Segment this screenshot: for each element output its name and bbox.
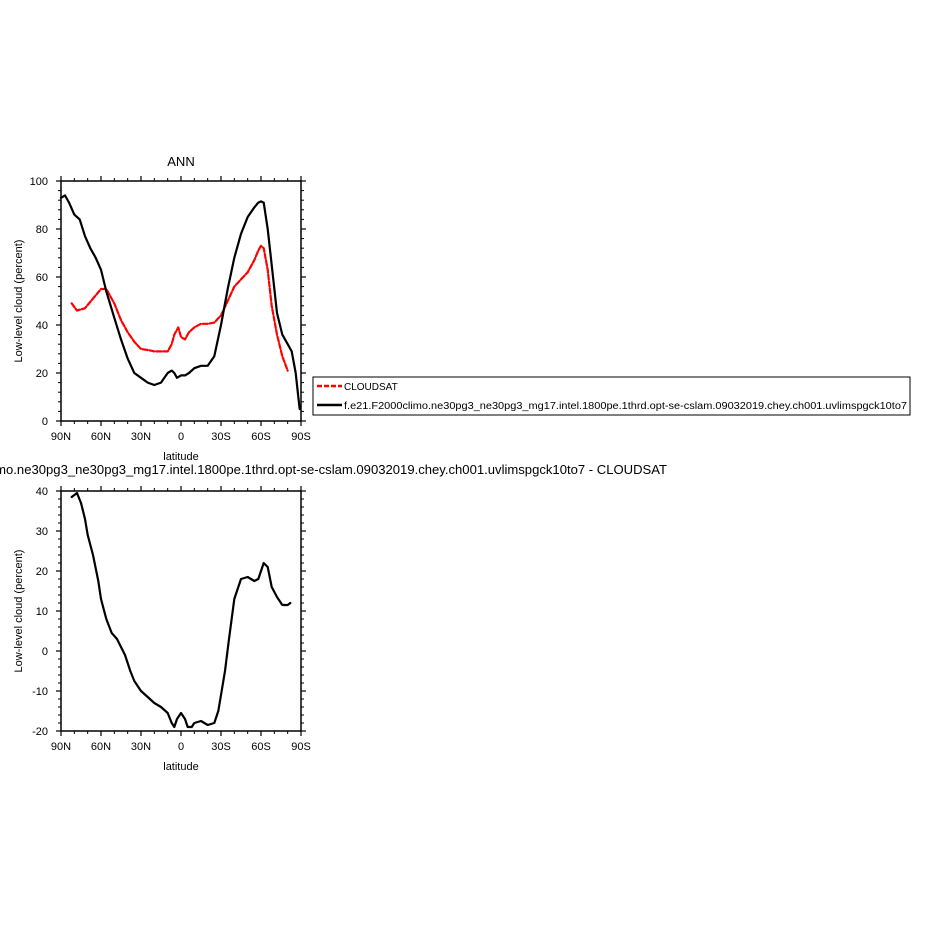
x-tick-label: 30S <box>211 741 231 753</box>
x-tick-label: 0 <box>178 431 184 443</box>
panel-1-axes: 90N 60N 30N 0 30S 60S 90S 0 20 40 60 80 100 <box>30 176 311 443</box>
series-line-difference <box>70 491 292 729</box>
y-tick-label: 30 <box>36 526 48 538</box>
y-tick-label: 80 <box>36 224 48 236</box>
y-tick-label: 0 <box>42 416 48 428</box>
x-tick-label: 0 <box>178 741 184 753</box>
panel-2-title: f.e21.F2000climo.ne30pg3_ne30pg3_mg17.in… <box>0 462 667 477</box>
y-tick-label: 20 <box>36 368 48 380</box>
panel-1-y-axis-title: Low-level cloud (percent) <box>13 240 25 363</box>
x-tick-label: 90S <box>291 741 311 753</box>
y-tick-label: 100 <box>30 176 48 188</box>
x-tick-label: 60N <box>91 431 111 443</box>
y-tick-label: 0 <box>42 646 48 658</box>
y-tick-label: 20 <box>36 566 48 578</box>
x-tick-label: 60N <box>91 741 111 753</box>
series-line-model <box>59 194 301 411</box>
legend: CLOUDSAT f.e21.F2000climo.ne30pg3_ne30pg… <box>312 376 911 416</box>
panel-2: f.e21.F2000climo.ne30pg3_ne30pg3_mg17.in… <box>0 462 667 773</box>
x-tick-label: 90S <box>291 431 311 443</box>
y-tick-label: 40 <box>36 486 48 498</box>
panel-1-title: ANN <box>167 154 194 169</box>
y-tick-label: -10 <box>32 686 48 698</box>
x-tick-label: 60S <box>251 431 271 443</box>
x-tick-label: 90N <box>51 741 71 753</box>
y-tick-label: 60 <box>36 272 48 284</box>
panel-1-x-axis-title: latitude <box>163 451 198 463</box>
x-tick-label: 30N <box>131 431 151 443</box>
panel-1-lines <box>59 194 301 411</box>
x-tick-label: 90N <box>51 431 71 443</box>
x-tick-label: 30S <box>211 431 231 443</box>
panel-2-axes: 90N 60N 30N 0 30S 60S 90S -20 -10 0 10 20 30 40 <box>32 486 311 753</box>
y-tick-label: -20 <box>32 726 48 738</box>
series-line-cloudsat <box>70 244 289 372</box>
panel-2-frame <box>60 490 302 732</box>
x-tick-label: 30N <box>131 741 151 753</box>
x-tick-label: 60S <box>251 741 271 753</box>
panel-1: ANN 90N 60N 30N 0 30S 60S 90S 0 20 40 60 80 100 lati… <box>13 154 311 463</box>
legend-label-model: f.e21.F2000climo.ne30pg3_ne30pg3_mg17.in… <box>344 401 907 412</box>
panel-2-lines <box>70 491 292 729</box>
panel-2-x-axis-title: latitude <box>163 761 198 773</box>
y-tick-label: 40 <box>36 320 48 332</box>
y-tick-label: 10 <box>36 606 48 618</box>
panel-2-y-axis-title: Low-level cloud (percent) <box>13 550 25 673</box>
legend-label-cloudsat: CLOUDSAT <box>344 382 398 393</box>
legend-box <box>312 376 911 416</box>
